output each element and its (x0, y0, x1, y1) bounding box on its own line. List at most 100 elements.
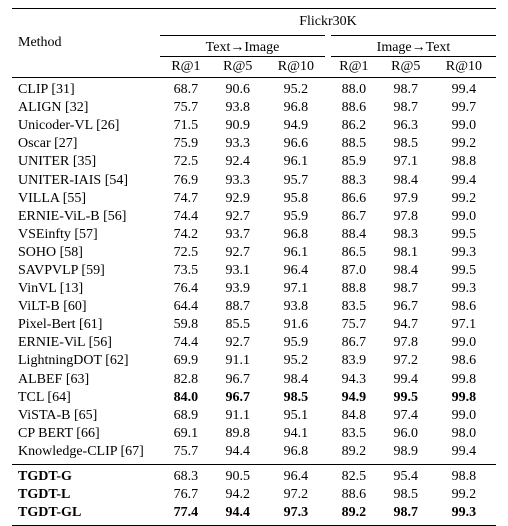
table-row: UNITER-IAIS [54] 76.9 93.3 95.7 88.3 98.4 99.4 (12, 171, 496, 189)
value-cell: 88.6 (341, 487, 367, 503)
value-cell: 69.9 (173, 353, 199, 369)
method-cell: ViSTA-B [65] (18, 407, 98, 423)
results-table: Method Flickr30K Text→Image Image→Text R… (12, 8, 496, 526)
value-cell: 98.1 (393, 244, 419, 260)
value-cell: 96.1 (283, 154, 309, 170)
value-cell: 99.8 (451, 371, 477, 387)
value-cell: 98.5 (393, 136, 419, 152)
value-cell: 68.7 (173, 82, 199, 98)
table-row: TGDT-L 76.7 94.2 97.2 88.6 98.5 99.2 (12, 486, 496, 504)
value-cell: 98.4 (393, 262, 419, 278)
value-cell: 87.0 (341, 262, 367, 278)
table-row: LightningDOT [62] 69.9 91.1 95.2 83.9 97.2 98.… (12, 352, 496, 370)
value-cell: 99.4 (451, 82, 477, 98)
value-cell: 77.4 (173, 505, 199, 521)
value-cell: 73.5 (173, 262, 199, 278)
value-cell: 97.1 (451, 317, 477, 333)
value-cell: 95.2 (283, 353, 309, 369)
value-cell: 97.2 (393, 353, 419, 369)
value-cell: 88.3 (341, 172, 367, 188)
value-cell: 95.1 (283, 407, 309, 423)
method-cell: CP BERT [66] (18, 425, 100, 441)
value-cell: 88.0 (341, 82, 367, 98)
value-cell: 97.8 (393, 335, 419, 351)
value-cell: 95.9 (283, 335, 309, 351)
value-cell: 97.9 (393, 190, 419, 206)
metric-header: R@5 (391, 59, 421, 74)
value-cell: 99.5 (393, 389, 419, 405)
value-cell: 96.1 (283, 244, 309, 260)
value-cell: 92.9 (225, 190, 251, 206)
value-cell: 86.6 (341, 190, 367, 206)
value-cell: 88.8 (341, 281, 367, 297)
value-cell: 72.5 (173, 244, 199, 260)
value-cell: 91.1 (225, 353, 251, 369)
table-row: Pixel-Bert [61] 59.8 85.5 91.6 75.7 94.7 97.1 (12, 316, 496, 334)
value-cell: 82.8 (173, 371, 199, 387)
table-row: TGDT-G 68.3 90.5 96.4 82.5 95.4 98.8 (12, 468, 496, 486)
value-cell: 92.4 (225, 154, 251, 170)
value-cell: 98.4 (393, 172, 419, 188)
method-cell: UNITER [35] (18, 154, 97, 170)
value-cell: 76.7 (173, 487, 199, 503)
value-cell: 91.1 (225, 407, 251, 423)
table-row: VSEinfty [57] 74.2 93.7 96.8 88.4 98.3 99.5 (12, 226, 496, 244)
method-cell: Pixel-Bert [61] (18, 317, 103, 333)
value-cell: 99.0 (451, 407, 477, 423)
value-cell: 74.7 (173, 190, 199, 206)
value-cell: 96.6 (283, 136, 309, 152)
metric-header: R@10 (445, 59, 482, 74)
value-cell: 88.7 (225, 299, 251, 315)
value-cell: 76.4 (173, 281, 199, 297)
value-cell: 96.7 (225, 389, 251, 405)
text-to-image-header: Text→Image (160, 35, 331, 57)
value-cell: 89.2 (341, 443, 367, 459)
value-cell: 96.8 (283, 226, 309, 242)
value-cell: 97.4 (393, 407, 419, 423)
value-cell: 92.7 (225, 335, 251, 351)
value-cell: 98.8 (451, 154, 477, 170)
value-cell: 98.6 (451, 299, 477, 315)
value-cell: 68.9 (173, 407, 199, 423)
value-cell: 93.3 (225, 136, 251, 152)
value-cell: 88.5 (341, 136, 367, 152)
method-cell: UNITER-IAIS [54] (18, 172, 129, 188)
value-cell: 93.3 (225, 172, 251, 188)
metric-header: R@5 (223, 59, 253, 74)
table-row: ERNIE-ViL-B [56] 74.4 92.7 95.9 86.7 97.8 99.0 (12, 208, 496, 226)
value-cell: 89.2 (341, 505, 367, 521)
value-cell: 98.3 (393, 226, 419, 242)
value-cell: 97.8 (393, 208, 419, 224)
value-cell: 95.7 (283, 172, 309, 188)
value-cell: 93.7 (225, 226, 251, 242)
value-cell: 96.4 (283, 469, 309, 485)
value-cell: 99.8 (451, 389, 477, 405)
method-cell: VinVL [13] (18, 281, 84, 297)
value-cell: 68.3 (173, 469, 199, 485)
method-cell: ALBEF [63] (18, 371, 90, 387)
value-cell: 98.8 (451, 469, 477, 485)
method-cell: SAVPVLP [59] (18, 262, 105, 278)
value-cell: 94.3 (341, 371, 367, 387)
value-cell: 92.7 (225, 244, 251, 260)
value-cell: 99.2 (451, 190, 477, 206)
value-cell: 89.8 (225, 425, 251, 441)
value-cell: 99.5 (451, 262, 477, 278)
value-cell: 74.2 (173, 226, 199, 242)
value-cell: 88.6 (341, 100, 367, 116)
method-cell: ERNIE-ViL-B [56] (18, 208, 127, 224)
value-cell: 74.4 (173, 335, 199, 351)
method-cell: LightningDOT [62] (18, 353, 129, 369)
value-cell: 98.7 (393, 82, 419, 98)
method-cell: TGDT-GL (18, 505, 82, 521)
method-cell: VSEinfty [57] (18, 226, 98, 242)
value-cell: 84.8 (341, 407, 367, 423)
value-cell: 99.4 (451, 172, 477, 188)
value-cell: 99.3 (451, 244, 477, 260)
value-cell: 86.2 (341, 118, 367, 134)
value-cell: 84.0 (173, 389, 199, 405)
value-cell: 97.1 (283, 281, 309, 297)
value-cell: 94.4 (225, 505, 251, 521)
value-cell: 91.6 (283, 317, 309, 333)
table-figure: Method Flickr30K Text→Image Image→Text R… (12, 8, 496, 526)
